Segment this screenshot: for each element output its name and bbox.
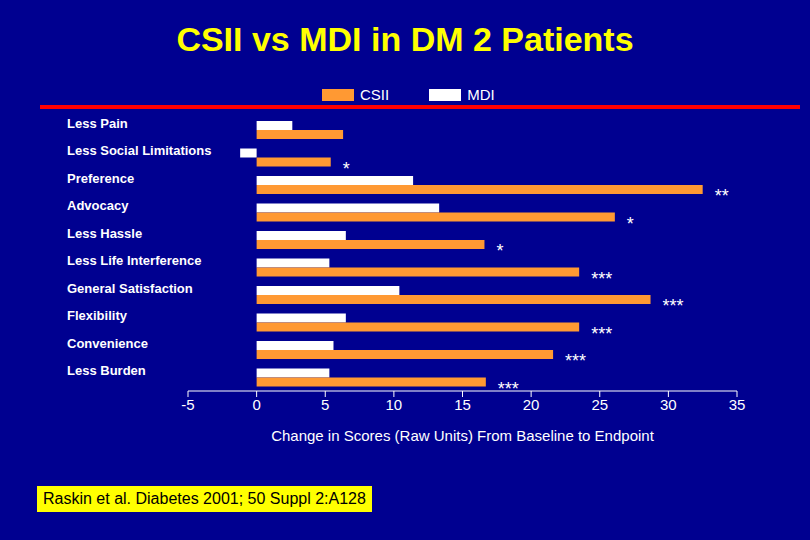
svg-text:Less Pain: Less Pain [67, 116, 128, 131]
svg-text:***: *** [591, 324, 612, 344]
svg-text:Less Burden: Less Burden [67, 363, 146, 378]
svg-text:20: 20 [523, 396, 540, 413]
svg-text:*: * [343, 159, 350, 179]
svg-text:Less Life Interference: Less Life Interference [67, 253, 201, 268]
svg-text:0: 0 [252, 396, 260, 413]
svg-text:*: * [496, 241, 503, 261]
html-text:CSII: CSII [360, 86, 390, 103]
svg-text:35: 35 [729, 396, 746, 413]
svg-text:Flexibility: Flexibility [67, 308, 128, 323]
svg-text:**: ** [715, 186, 729, 206]
svg-text:30: 30 [660, 396, 677, 413]
svg-text:10: 10 [386, 396, 403, 413]
svg-text:-5: -5 [181, 396, 194, 413]
svg-text:***: *** [498, 379, 519, 399]
svg-text:5: 5 [321, 396, 329, 413]
svg-text:Change in Scores (Raw Units) F: Change in Scores (Raw Units) From Baseli… [271, 427, 655, 444]
html-text:CSII vs MDI in DM 2 Patients: CSII vs MDI in DM 2 Patients [176, 20, 634, 58]
svg-text:***: *** [663, 296, 684, 316]
svg-text:***: *** [591, 269, 612, 289]
svg-text:Less Social Limitations: Less Social Limitations [67, 143, 212, 158]
svg-text:Convenience: Convenience [67, 336, 148, 351]
svg-text:***: *** [565, 351, 586, 371]
svg-text:*: * [627, 214, 634, 234]
svg-text:General Satisfaction: General Satisfaction [67, 281, 193, 296]
html-text:Raskin et al. Diabetes 2001; 5: Raskin et al. Diabetes 2001; 50 Suppl 2:… [43, 490, 366, 507]
svg-text:15: 15 [454, 396, 471, 413]
svg-text:25: 25 [591, 396, 608, 413]
svg-text:Less Hassle: Less Hassle [67, 226, 142, 241]
svg-text:Advocacy: Advocacy [67, 198, 129, 213]
html-text:MDI: MDI [467, 86, 495, 103]
svg-text:Preference: Preference [67, 171, 134, 186]
